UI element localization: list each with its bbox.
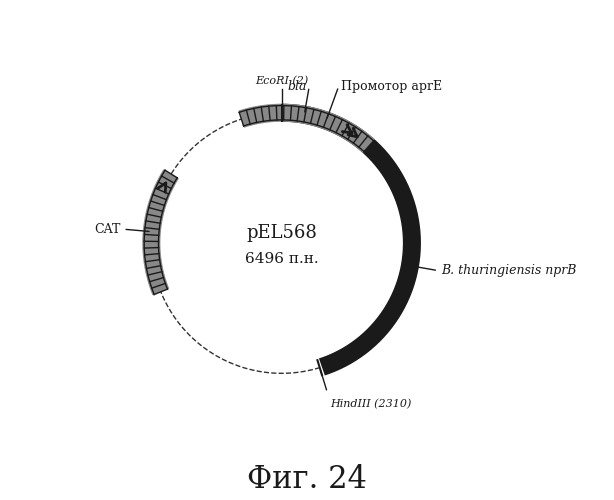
Text: pEL568: pEL568 xyxy=(246,224,317,242)
Text: CAT: CAT xyxy=(95,222,121,235)
Text: bla: bla xyxy=(287,80,306,93)
Text: B. thuringiensis nprB: B. thuringiensis nprB xyxy=(441,264,576,277)
Text: EcoRI (2): EcoRI (2) xyxy=(255,76,308,86)
Text: Фиг. 24: Фиг. 24 xyxy=(247,464,367,496)
Text: HindIII (2310): HindIII (2310) xyxy=(330,399,411,409)
Text: Промотор aprE: Промотор aprE xyxy=(341,80,443,93)
Text: 6496 п.н.: 6496 п.н. xyxy=(245,252,319,266)
